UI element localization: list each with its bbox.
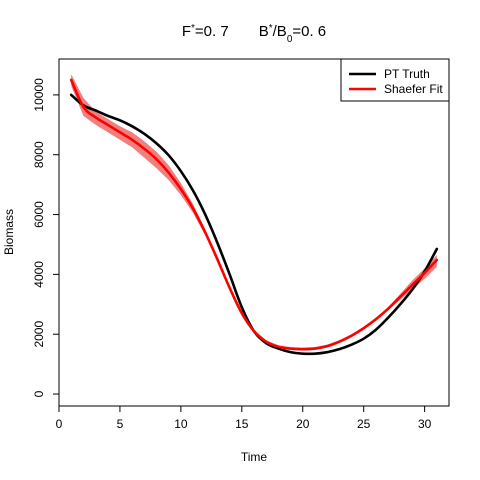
x-tick-label: 30 [418,417,432,431]
plot-title: F*=0. 7 B*/B0=0. 6 [182,23,326,45]
y-tick-label: 4000 [32,261,46,288]
x-tick-label: 25 [357,417,371,431]
y-tick-label: 0 [32,390,46,397]
legend-label-pt-truth: PT Truth [384,67,430,81]
legend-box [340,58,450,102]
x-tick-label: 5 [117,417,124,431]
series-lines [69,78,439,356]
y-axis: 0 2000 4000 6000 8000 10000 [32,78,60,397]
plot-frame [58,58,450,407]
x-tick-label: 10 [174,417,188,431]
shaefer-fit-line [69,78,439,351]
y-tick-label: 2000 [32,321,46,348]
shaefer-fit-confidence-band [71,73,437,351]
y-tick-label: 10000 [32,78,46,112]
confidence-band [71,73,437,351]
x-tick-label: 20 [296,417,310,431]
x-tick-label: 15 [235,417,249,431]
y-tick-label: 8000 [32,141,46,168]
title-gap [229,23,259,40]
legend-label-shaefer-fit: Shaefer Fit [384,82,443,96]
x-tick-label: 0 [56,417,63,431]
x-axis: 0 5 10 15 20 25 30 [56,405,432,431]
x-axis-title: Time [241,450,268,464]
svg-text:F*=0. 7 B*/B0=0. 6: F*=0. 7 B*/B0=0. 6 [182,23,326,45]
y-axis-title: Biomass [2,209,16,255]
y-tick-label: 6000 [32,201,46,228]
